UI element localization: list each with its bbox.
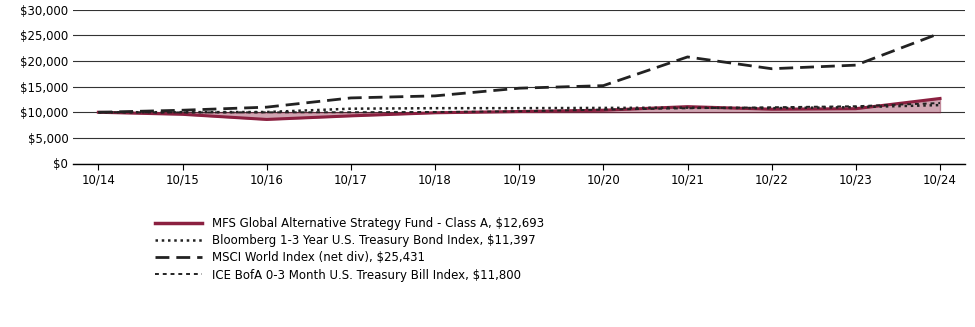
Legend: MFS Global Alternative Strategy Fund - Class A, $12,693, Bloomberg 1-3 Year U.S.: MFS Global Alternative Strategy Fund - C… [150,213,549,286]
